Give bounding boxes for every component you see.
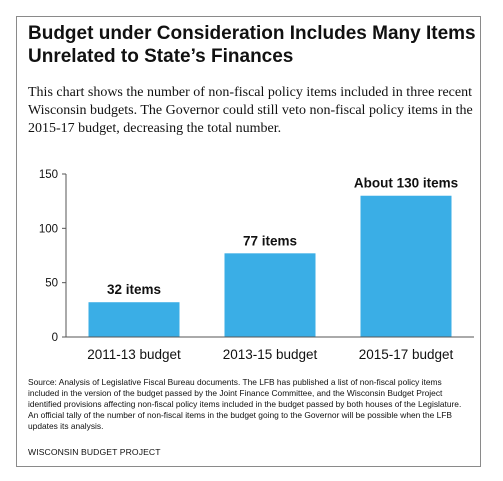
source-note: Source: Analysis of Legislative Fiscal B…	[28, 377, 462, 431]
y-tick-label: 50	[45, 278, 58, 290]
bar	[224, 253, 316, 337]
bars	[88, 195, 452, 337]
y-tick-label: 100	[39, 223, 58, 235]
bar	[360, 195, 452, 337]
chart-subtitle: This chart shows the number of non-fisca…	[28, 85, 473, 136]
data-labels: 32 items 77 items About 130 items	[107, 176, 458, 297]
y-tick-label: 150	[39, 169, 58, 181]
bar	[88, 302, 180, 337]
bar-data-label: 77 items	[243, 233, 297, 248]
x-category-label: 2015-17 budget	[359, 347, 454, 362]
y-axis: 0 50 100 150	[39, 169, 67, 344]
y-tick-label: 0	[52, 332, 58, 344]
x-category-label: 2011-13 budget	[87, 347, 181, 362]
bar-data-label: About 130 items	[354, 176, 458, 191]
organization-name: WISCONSIN BUDGET PROJECT	[28, 447, 161, 457]
bar-data-label: 32 items	[107, 282, 161, 297]
x-category-label: 2013-15 budget	[223, 347, 318, 362]
chart-title: Budget under Consideration Includes Many…	[28, 23, 476, 67]
x-axis: 2011-13 budget 2013-15 budget 2015-17 budg…	[66, 336, 474, 362]
